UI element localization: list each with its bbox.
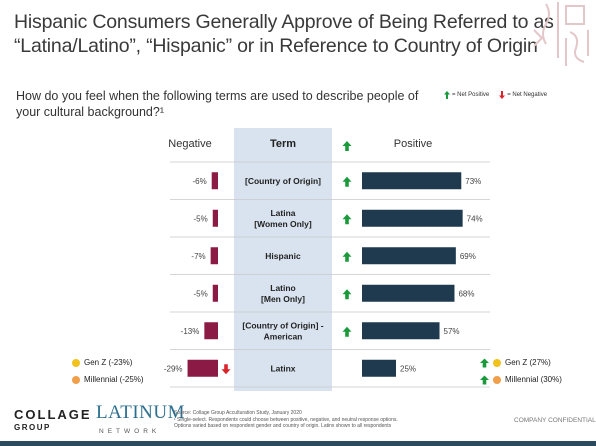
net-positive-arrow-icon: [342, 251, 352, 262]
term-label: Latino: [270, 283, 296, 293]
confidential-label: COMPANY CONFIDENTIAL: [514, 417, 596, 424]
positive-label: 25%: [400, 364, 416, 373]
header-negative: Negative: [168, 138, 211, 150]
net-positive-arrow-icon: [342, 326, 352, 337]
gen-z-dot-icon: [493, 358, 501, 367]
millennial-dot-icon: [72, 375, 80, 384]
chart-row: -7% Hispanic 69%: [191, 247, 476, 265]
negative-bar: [212, 284, 218, 302]
term-label: Latina: [270, 208, 295, 218]
term-label: [Women Only]: [254, 219, 312, 229]
header-term: Term: [270, 138, 296, 150]
term-label: Hispanic: [265, 251, 301, 261]
millennial-dot-icon: [493, 375, 501, 384]
net-positive-arrow-icon: [342, 214, 352, 225]
positive-bar: [362, 359, 396, 377]
collage-group-logo: COLLAGE GROUP: [14, 408, 92, 434]
latinum-logo: LATINUM: [96, 402, 185, 423]
net-positive-arrow-icon: [342, 289, 352, 300]
negative-label: -13%: [181, 327, 200, 336]
generation-legend-label: Millennial (30%): [505, 375, 562, 384]
collage-logo-text: COLLAGE: [14, 407, 92, 422]
net-positive-arrow-icon: [342, 176, 352, 187]
positive-bar: [362, 284, 455, 302]
chart-row: -13% [Country of Origin] -American 57%: [181, 320, 460, 341]
chart-row: -5% Latina[Women Only] 74%: [194, 208, 483, 229]
net-legend: = Net Positive = Net Negative: [444, 91, 553, 99]
generation-legend-label: Gen Z (27%): [505, 358, 551, 367]
positive-bar: [362, 172, 462, 190]
term-label: American: [264, 331, 303, 341]
generation-legend-positive: Gen Z (27%) Millennial (30%): [480, 354, 562, 388]
collage-logo-sub: GROUP: [14, 423, 51, 432]
term-label: [Country of Origin] -: [242, 320, 323, 330]
generation-legend-row: Gen Z (-23%): [72, 354, 144, 371]
negative-bar: [210, 247, 218, 265]
positive-label: 74%: [467, 214, 483, 223]
generation-legend-row: Millennial (30%): [480, 371, 562, 388]
legend-net-negative: = Net Negative: [507, 92, 548, 98]
chart-row: -29% Latinx 25%: [164, 359, 416, 377]
generation-legend-label: Gen Z (-23%): [84, 358, 133, 367]
negative-label: -5%: [194, 289, 208, 298]
up-arrow-icon: [480, 358, 489, 367]
positive-label: 68%: [458, 289, 474, 298]
footnotes: Source: Collage Group Acculturation Stud…: [174, 410, 474, 430]
negative-bar: [204, 322, 218, 340]
generation-legend-negative: Gen Z (-23%) Millennial (-25%): [72, 354, 144, 388]
negative-label: -7%: [191, 252, 205, 261]
negative-label: -5%: [194, 214, 208, 223]
net-negative-arrow-icon: [221, 364, 231, 375]
term-label: Latinx: [270, 363, 295, 373]
up-arrow-icon: [480, 375, 489, 384]
header-up-arrow-icon: [342, 141, 352, 151]
negative-label: -29%: [164, 364, 183, 373]
generation-legend-row: Millennial (-25%): [72, 371, 144, 388]
positive-label: 73%: [465, 177, 481, 186]
positive-label: 57%: [444, 327, 460, 336]
chart-row: -5% Latino[Men Only] 68%: [194, 283, 475, 304]
gen-z-dot-icon: [72, 358, 80, 367]
negative-bar: [212, 209, 218, 227]
legend-net-positive: = Net Positive: [452, 92, 490, 98]
positive-bar: [362, 209, 463, 227]
term-label: [Men Only]: [261, 294, 305, 304]
bottom-bar: [0, 441, 596, 446]
negative-bar: [211, 172, 218, 190]
negative-bar: [187, 359, 218, 377]
down-arrow-icon: [499, 91, 506, 99]
footnote-2: Options varied based on respondent gende…: [174, 423, 392, 429]
term-label: [Country of Origin]: [245, 176, 321, 186]
source-note: Source: Collage Group Acculturation Stud…: [174, 410, 302, 416]
up-arrow-icon: [444, 91, 450, 99]
footnote-1: ¹ Single-select. Respondents could choos…: [174, 416, 398, 423]
generation-legend-label: Millennial (-25%): [84, 375, 144, 384]
decorative-pattern: [533, 2, 589, 66]
generation-legend-row: Gen Z (27%): [480, 354, 562, 371]
chart-row: -6% [Country of Origin] 73%: [192, 172, 481, 190]
positive-bar: [362, 247, 456, 265]
positive-bar: [362, 322, 440, 340]
negative-label: -6%: [192, 177, 206, 186]
latinum-network-text: NETWORK: [99, 428, 161, 435]
survey-question: How do you feel when the following terms…: [16, 89, 419, 119]
positive-label: 69%: [460, 252, 476, 261]
header-positive: Positive: [394, 138, 433, 150]
term-column-background: [234, 128, 332, 391]
chart-title: Hispanic Consumers Generally Approve of …: [14, 11, 554, 57]
